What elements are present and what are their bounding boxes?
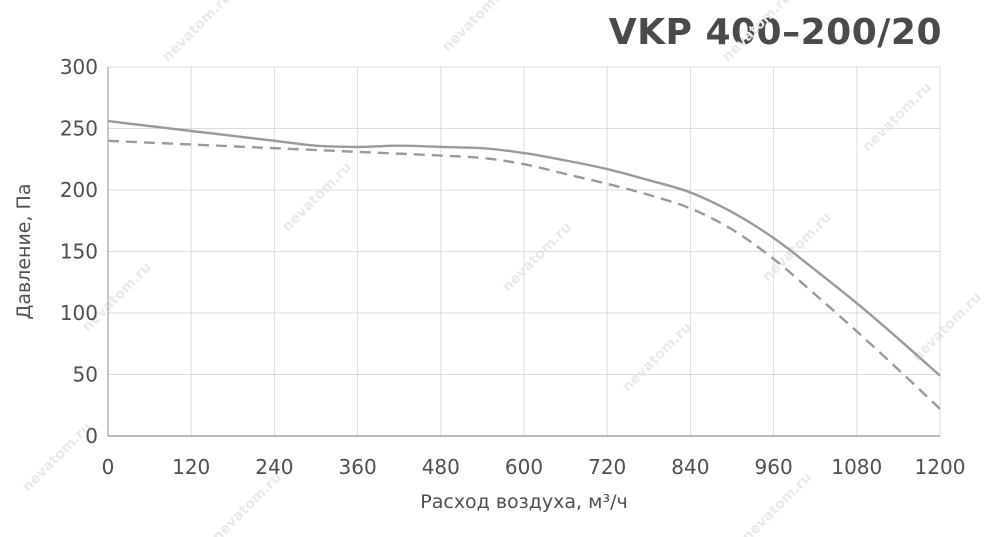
y-tick-label: 200 bbox=[60, 178, 98, 202]
y-tick-label: 300 bbox=[60, 55, 98, 79]
watermark-text: nevatom.ru bbox=[279, 159, 355, 235]
chart-title: VKP 400–200/20 bbox=[608, 12, 942, 53]
x-tick-label: 1080 bbox=[831, 455, 882, 479]
x-tick-label: 0 bbox=[102, 455, 115, 479]
grid bbox=[107, 66, 941, 437]
x-tick-label: 480 bbox=[422, 455, 460, 479]
watermark-text: nevatom.ru bbox=[19, 419, 95, 495]
y-axis-label: Давление, Па bbox=[13, 184, 35, 320]
x-tick-label: 120 bbox=[172, 455, 210, 479]
x-tick-label: 840 bbox=[671, 455, 709, 479]
y-tick-label: 0 bbox=[85, 424, 98, 448]
y-tick-label: 100 bbox=[60, 301, 98, 325]
watermark-text: nevatom.ru bbox=[719, 0, 795, 65]
watermark-text: nevatom.ru bbox=[619, 319, 695, 395]
watermark-text: nevatom.ru bbox=[499, 219, 575, 295]
watermark-text: nevatom.ru bbox=[909, 289, 984, 365]
x-tick-label: 960 bbox=[755, 455, 793, 479]
tick-labels: 0 120 240 360 480 600 720 840 960 1080 1200 0 50 100 1… bbox=[60, 55, 966, 479]
series-layer bbox=[107, 119, 941, 410]
series-line-dashed bbox=[107, 139, 941, 410]
watermark-text: nevatom.ru bbox=[739, 469, 815, 537]
y-tick-label: 250 bbox=[60, 117, 98, 141]
watermark-text: nevatom.ru bbox=[859, 79, 935, 155]
x-tick-label: 720 bbox=[588, 455, 626, 479]
watermark-text: nevatom.ru bbox=[759, 209, 835, 285]
y-tick-label: 50 bbox=[73, 363, 98, 387]
x-tick-label: 1200 bbox=[915, 455, 966, 479]
watermark-text: nevatom.ru bbox=[439, 0, 515, 55]
x-tick-label: 360 bbox=[339, 455, 377, 479]
series-line-solid bbox=[107, 119, 941, 377]
x-tick-label: 600 bbox=[505, 455, 543, 479]
axes bbox=[107, 67, 940, 437]
watermark-text: nevatom.ru bbox=[209, 469, 285, 537]
x-tick-label: 240 bbox=[255, 455, 293, 479]
x-axis-label: Расход воздуха, м³/ч bbox=[420, 491, 627, 513]
watermark-text: nevatom.ru bbox=[159, 0, 235, 65]
y-tick-label: 150 bbox=[60, 240, 98, 264]
